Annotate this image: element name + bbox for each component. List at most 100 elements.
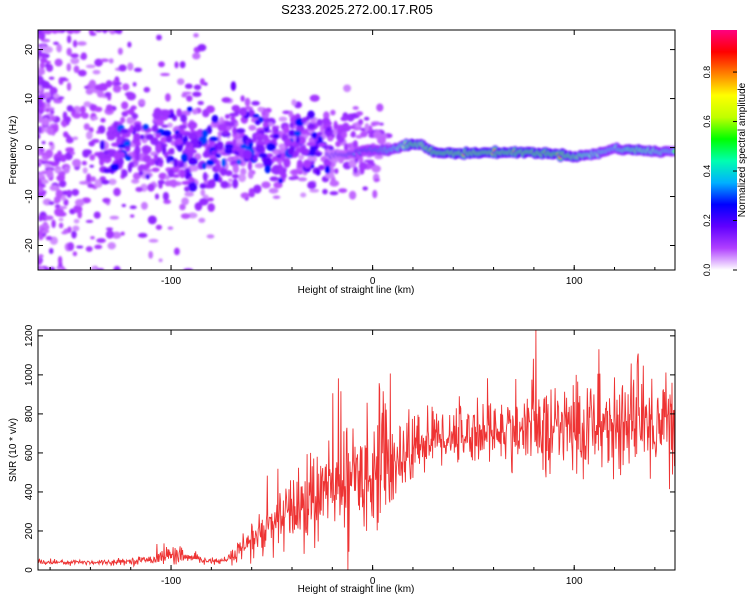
heatmap-cell: [50, 115, 57, 121]
heatmap-cell: [134, 141, 141, 147]
heatmap-cell: [96, 130, 101, 134]
heatmap-cell: [210, 150, 218, 156]
heatmap-cell: [91, 116, 99, 120]
heatmap-cell: [153, 107, 162, 118]
heatmap-cell: [364, 123, 370, 132]
heatmap-cell: [230, 81, 237, 91]
heatmap-cell: [54, 157, 62, 163]
heatmap-cell: [197, 44, 207, 52]
heatmap-cell: [268, 187, 279, 194]
heatmap-cell: [85, 88, 94, 95]
heatmap-cell: [350, 130, 356, 138]
heatmap-cell: [38, 84, 43, 93]
heatmap-cell: [188, 181, 198, 192]
y-tick-label: 1000: [24, 363, 35, 386]
heatmap-cell: [180, 213, 191, 219]
heatmap-cell: [308, 155, 317, 163]
heatmap-cell: [182, 91, 192, 95]
heatmap-cell: [164, 175, 170, 180]
spectrogram-heatmap: [38, 30, 675, 270]
heatmap-cell: [318, 164, 326, 171]
heatmap-cell: [61, 190, 69, 196]
heatmap-cell: [125, 155, 132, 161]
heatmap-cell: [314, 151, 322, 157]
heatmap-cell: [193, 33, 199, 38]
heatmap-cell: [66, 82, 72, 91]
heatmap-cell: [55, 204, 61, 208]
heatmap-cell: [38, 75, 44, 82]
heatmap-cell: [158, 61, 165, 68]
heatmap-cell: [40, 80, 50, 89]
heatmap-cell: [358, 162, 368, 171]
heatmap-cell: [355, 111, 364, 116]
heatmap-cell: [201, 129, 209, 138]
heatmap-cell: [88, 79, 97, 89]
heatmap-cell: [134, 145, 141, 156]
x-tick-label: 0: [370, 576, 376, 587]
heatmap-cell: [57, 267, 64, 270]
heatmap-cell: [192, 52, 201, 60]
heatmap-cell: [234, 122, 239, 127]
heatmap-cell: [90, 176, 96, 182]
heatmap-cell: [38, 112, 41, 121]
heatmap-cell: [65, 136, 74, 144]
heatmap-cell: [338, 188, 348, 193]
heatmap-cell: [201, 162, 207, 170]
heatmap-cell: [221, 97, 232, 103]
heatmap-cell: [296, 159, 303, 169]
heatmap-cell: [46, 127, 54, 136]
heatmap-cell: [188, 132, 198, 141]
heatmap-cell: [66, 105, 74, 112]
heatmap-cell: [83, 123, 90, 131]
heatmap-cell: [315, 168, 321, 176]
heatmap-cell: [72, 136, 79, 141]
heatmap-cell: [261, 181, 271, 189]
heatmap-cell: [297, 177, 308, 182]
heatmap-cell: [161, 109, 171, 117]
heatmap-cell: [199, 78, 205, 86]
heatmap-cell: [53, 93, 60, 99]
heatmap-cell: [184, 186, 190, 192]
heatmap-cell: [41, 229, 50, 234]
heatmap-cell: [112, 84, 122, 93]
heatmap-cell: [307, 123, 316, 129]
heatmap-cell: [228, 178, 233, 183]
heatmap-cell: [216, 141, 224, 151]
heatmap-cell: [288, 129, 296, 137]
heatmap-cell: [336, 133, 341, 141]
heatmap-cell: [40, 160, 47, 165]
heatmap-cell: [38, 214, 43, 222]
heatmap-cell: [165, 93, 171, 102]
heatmap-cell: [156, 34, 162, 41]
colorbar-tick-label: 0.4: [702, 165, 712, 178]
heatmap-cell: [252, 113, 260, 118]
heatmap-cell: [94, 179, 103, 188]
heatmap-cell: [105, 104, 113, 112]
heatmap-cell: [168, 179, 178, 187]
snr-background: [38, 330, 675, 570]
heatmap-cell: [295, 136, 300, 144]
heatmap-cell: [301, 117, 308, 124]
heatmap-cell: [283, 125, 290, 134]
heatmap-cell: [65, 147, 75, 153]
heatmap-cell: [155, 224, 163, 230]
heatmap-cell: [45, 63, 50, 68]
heatmap-cell: [131, 113, 139, 119]
heatmap-cell: [209, 136, 219, 142]
heatmap-cell: [153, 153, 158, 161]
heatmap-cell: [272, 134, 280, 139]
heatmap-cell: [99, 140, 105, 151]
heatmap-cell: [324, 165, 331, 174]
heatmap-cell: [186, 106, 193, 112]
heatmap-cell: [127, 62, 134, 71]
heatmap-cell: [66, 35, 72, 44]
heatmap-cell: [56, 174, 66, 182]
colorbar-label: Normalized spectral amplitude: [737, 82, 748, 217]
heatmap-cell: [278, 143, 286, 150]
heatmap-cell: [77, 41, 87, 46]
heatmap-cell: [348, 158, 357, 168]
heatmap-cell: [231, 173, 240, 179]
heatmap-cell: [374, 178, 380, 182]
heatmap-cell: [252, 155, 258, 162]
heatmap-cell: [198, 217, 206, 223]
